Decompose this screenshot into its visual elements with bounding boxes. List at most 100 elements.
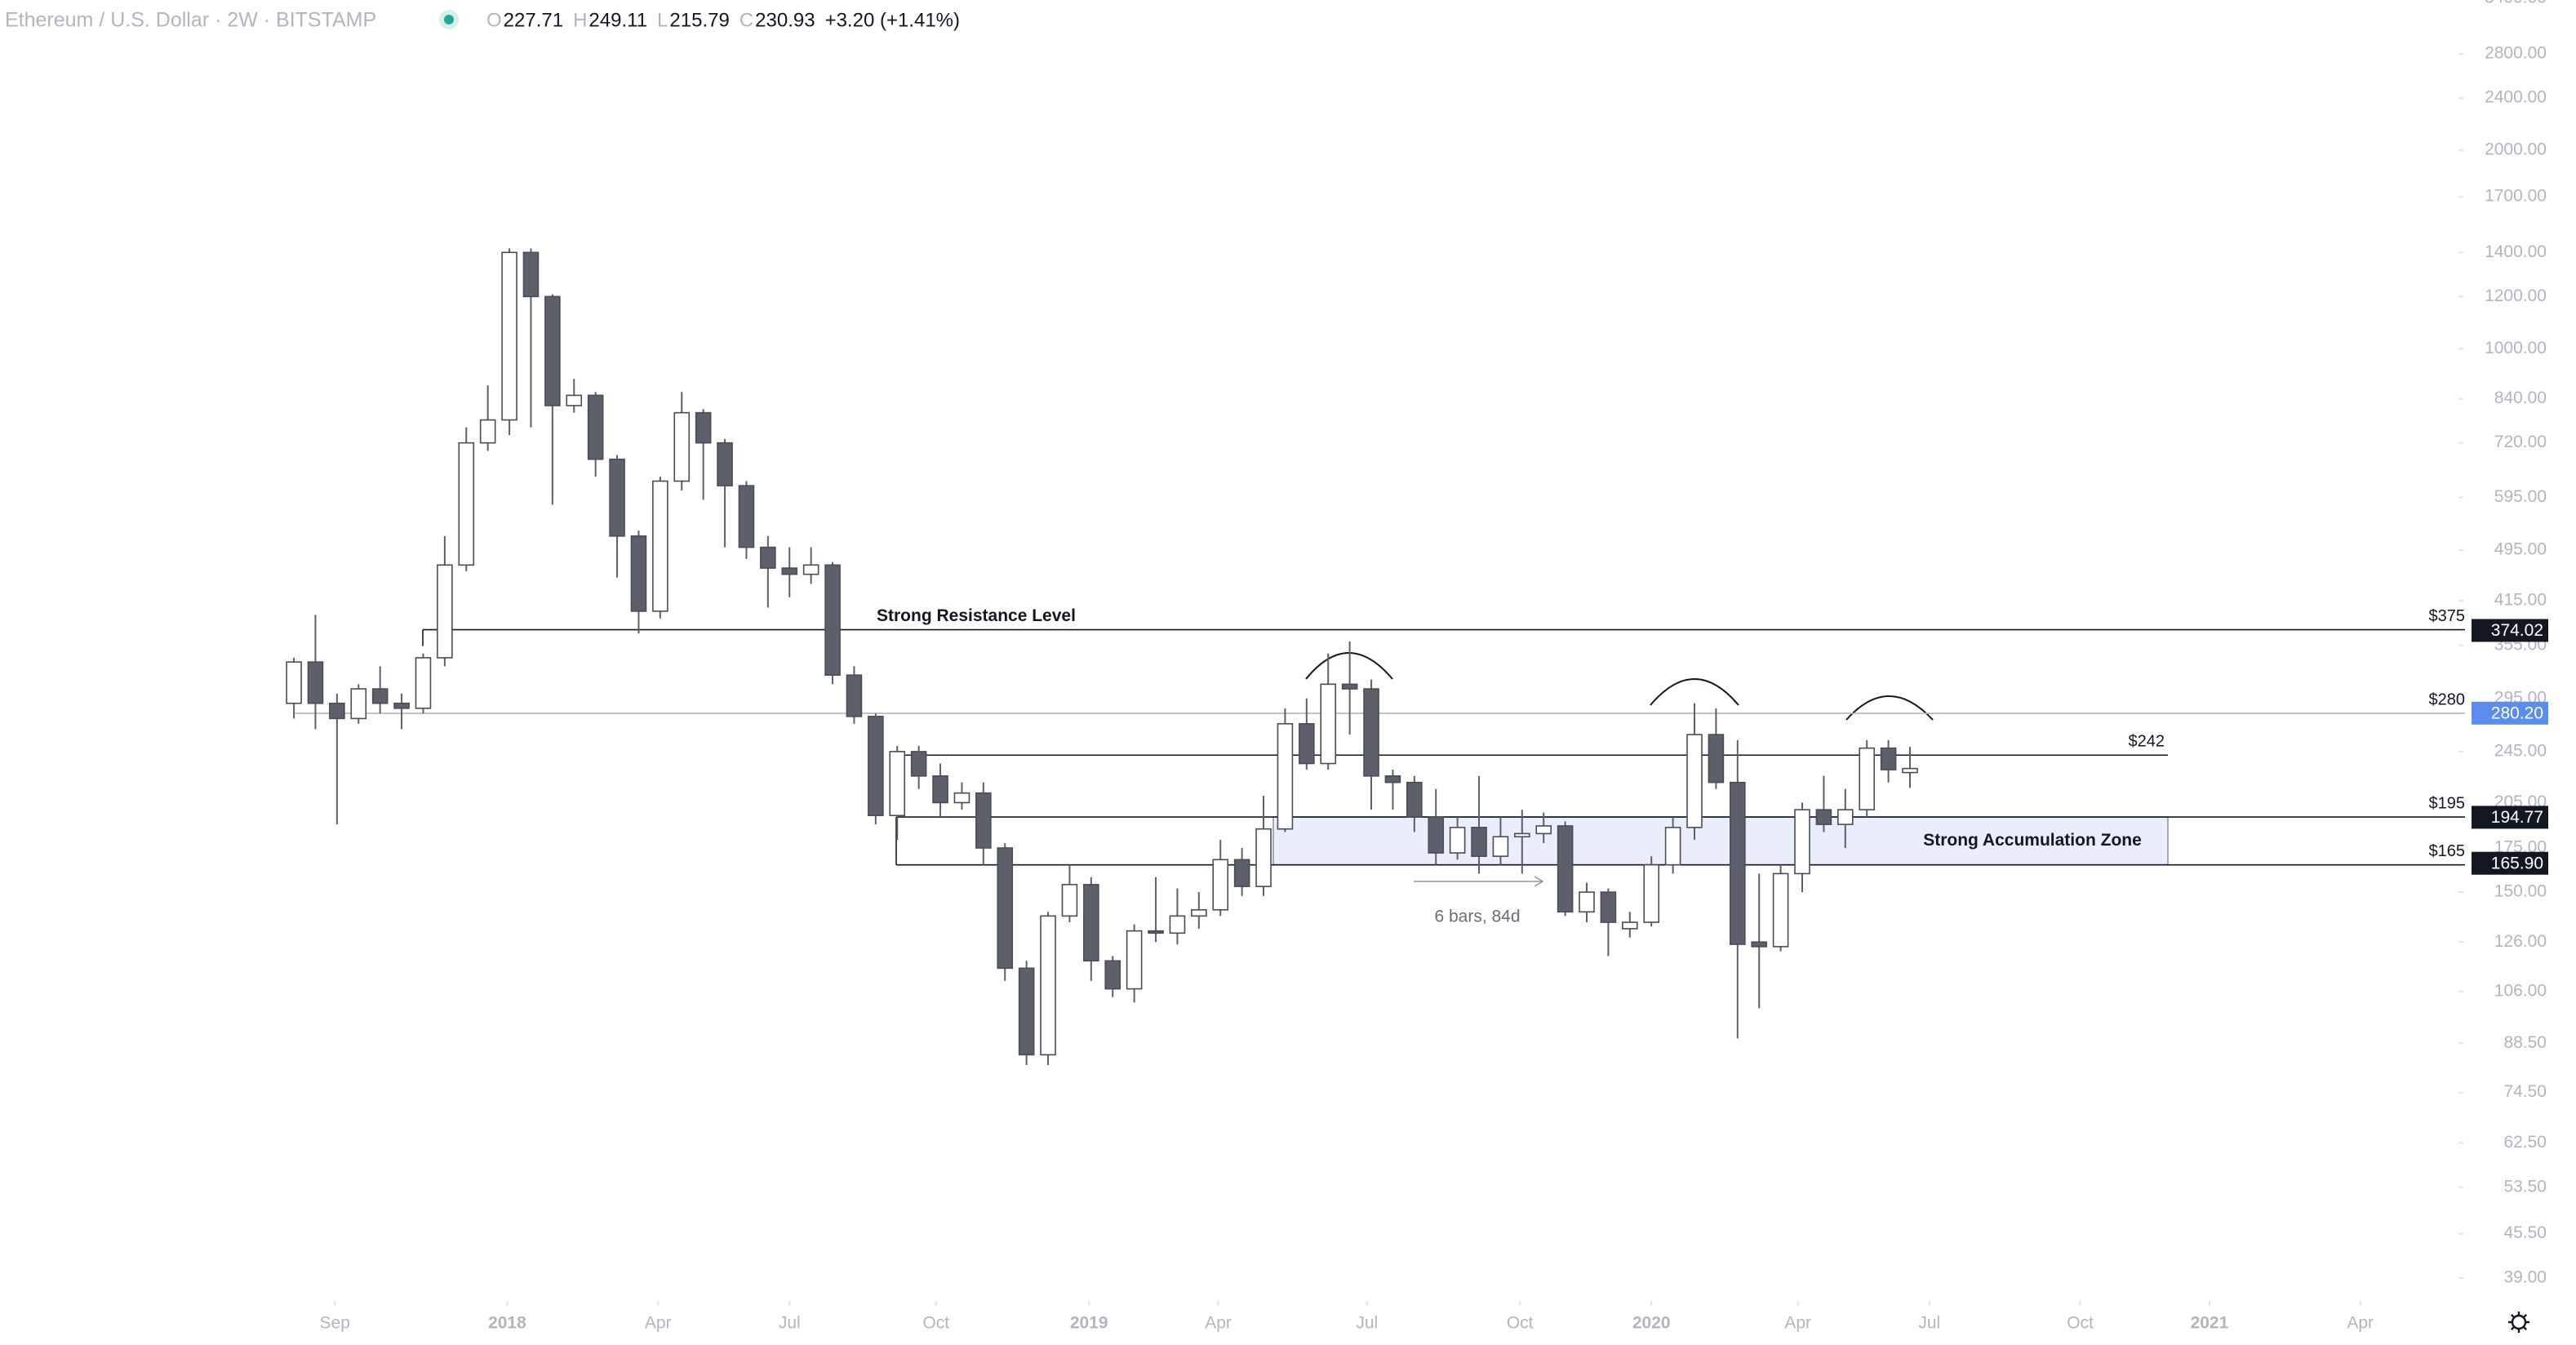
candle-body bbox=[652, 480, 668, 612]
candle-body bbox=[1449, 827, 1466, 854]
y-tick-label: 840.00 bbox=[2494, 388, 2547, 407]
candle-body bbox=[609, 458, 625, 537]
candle-body bbox=[1061, 884, 1078, 917]
candle-body bbox=[1708, 734, 1725, 783]
candle-body bbox=[1126, 930, 1143, 990]
candle-body bbox=[1579, 891, 1595, 913]
candle-body bbox=[1859, 747, 1875, 810]
header-value: 215.79 bbox=[669, 9, 729, 31]
candle-body bbox=[1471, 827, 1487, 857]
candle-body bbox=[1406, 781, 1423, 818]
candle-body bbox=[1018, 967, 1035, 1056]
candle-body bbox=[437, 564, 453, 659]
candle-body bbox=[673, 411, 691, 482]
level-label: $280 bbox=[2429, 690, 2466, 708]
candle-body bbox=[1428, 816, 1445, 854]
symbol-title: Ethereum / U.S. Dollar · 2W · BITSTAMP bbox=[5, 9, 376, 32]
candle-body bbox=[1040, 915, 1056, 1056]
x-tick-label: Jul bbox=[779, 1314, 801, 1333]
y-tick-label: 595.00 bbox=[2494, 487, 2547, 506]
candle-body bbox=[1902, 767, 1918, 774]
candle-body bbox=[1815, 809, 1832, 825]
candle-body bbox=[1212, 859, 1229, 911]
status-dot bbox=[444, 15, 454, 24]
header-key: L bbox=[657, 9, 668, 31]
header-key: O bbox=[486, 9, 502, 31]
candle-body bbox=[824, 564, 841, 677]
x-tick-label: Sep bbox=[320, 1314, 350, 1333]
y-tick-label: 1000.00 bbox=[2485, 339, 2547, 357]
y-tick-label: 1400.00 bbox=[2485, 242, 2547, 261]
y-tick-label: 2800.00 bbox=[2485, 44, 2547, 63]
candle-body bbox=[1600, 891, 1617, 923]
header-change: +3.20 (+1.41%) bbox=[825, 9, 960, 31]
y-tick-label: 39.00 bbox=[2503, 1267, 2547, 1286]
x-tick-label: Apr bbox=[1205, 1314, 1232, 1333]
candle-body bbox=[1664, 827, 1681, 866]
candle-body bbox=[1622, 921, 1638, 930]
level-label: $242 bbox=[2129, 733, 2165, 751]
y-tick-label: 88.50 bbox=[2503, 1033, 2547, 1052]
candle-body bbox=[975, 792, 992, 849]
header-key: H bbox=[573, 9, 587, 31]
candle-body bbox=[695, 411, 712, 444]
level-label: $375 bbox=[2429, 607, 2466, 625]
candle-body bbox=[889, 751, 906, 817]
price-tag-label: 165.90 bbox=[2491, 854, 2543, 872]
candle-body bbox=[953, 792, 970, 804]
x-tick-label: 2019 bbox=[1070, 1314, 1108, 1333]
candle-body bbox=[329, 702, 345, 720]
arc bbox=[1305, 652, 1393, 680]
x-tick-label: 2018 bbox=[488, 1314, 526, 1333]
candle-body bbox=[717, 442, 733, 486]
candle-body bbox=[1320, 683, 1337, 765]
x-tick-label: Apr bbox=[1784, 1314, 1811, 1333]
header-value: 230.93 bbox=[755, 9, 815, 31]
price-tag bbox=[2472, 701, 2548, 725]
x-tick-label: Apr bbox=[645, 1314, 672, 1333]
candle-body bbox=[1363, 688, 1379, 777]
y-tick-label: 245.00 bbox=[2494, 741, 2547, 760]
candle-body bbox=[371, 688, 389, 704]
candle-body bbox=[997, 847, 1014, 970]
candle-body bbox=[1083, 884, 1099, 962]
candle-body bbox=[932, 775, 948, 804]
candle-body bbox=[1686, 734, 1703, 828]
candle-body bbox=[566, 394, 583, 406]
price-tag bbox=[2472, 851, 2548, 875]
y-tick-label: 495.00 bbox=[2494, 540, 2547, 559]
candle-body bbox=[587, 394, 604, 460]
accumulation-zone bbox=[1272, 816, 2169, 866]
candle-body bbox=[630, 535, 647, 612]
candle-body bbox=[458, 442, 475, 566]
measure-arrow bbox=[1534, 876, 1544, 887]
y-tick-label: 2000.00 bbox=[2485, 140, 2547, 159]
candle-body bbox=[522, 251, 540, 298]
y-tick-label: 415.00 bbox=[2494, 591, 2547, 610]
candle-body bbox=[1104, 960, 1121, 990]
y-tick-label: 126.00 bbox=[2494, 932, 2547, 951]
settings-icon[interactable] bbox=[2508, 1312, 2529, 1333]
candle-body bbox=[1277, 723, 1294, 830]
x-tick-label: Oct bbox=[922, 1314, 949, 1333]
candle-body bbox=[1341, 683, 1358, 690]
y-tick-label: 106.00 bbox=[2494, 981, 2547, 1000]
candle-body bbox=[802, 564, 819, 575]
candle-body bbox=[1148, 930, 1164, 934]
candle-body bbox=[1643, 863, 1660, 923]
candle-body bbox=[544, 295, 561, 406]
candle-body bbox=[415, 657, 432, 709]
y-tick-label: 1700.00 bbox=[2485, 187, 2547, 206]
y-tick-label: 74.50 bbox=[2503, 1082, 2547, 1101]
candle-body bbox=[1730, 781, 1746, 945]
candle-body bbox=[393, 702, 410, 709]
x-tick-label: Jul bbox=[1356, 1314, 1378, 1333]
price-tag bbox=[2472, 806, 2548, 829]
level-label: $195 bbox=[2429, 794, 2466, 812]
candle-body bbox=[868, 716, 884, 817]
y-tick-label: 720.00 bbox=[2494, 433, 2547, 451]
candle-body bbox=[1299, 723, 1315, 765]
